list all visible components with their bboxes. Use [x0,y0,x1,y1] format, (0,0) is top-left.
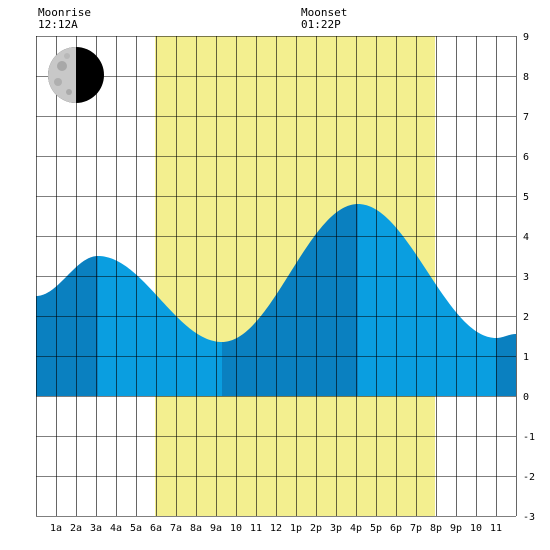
x-tick-label: 7a [170,523,182,534]
x-tick-label: 10 [470,523,482,534]
tide-area-segment-4 [496,334,516,396]
moonset-time: 01:22P [301,18,341,31]
x-tick-label: 4a [110,523,122,534]
x-tick-label: 3a [90,523,102,534]
y-tick-label: 3 [523,272,529,283]
y-tick-labels: 9 8 7 6 5 4 3 2 1 0 -1 -2 -3 [523,32,535,523]
x-tick-label: 8a [190,523,202,534]
tide-area-segment-2 [222,204,358,396]
x-tick-label: 7p [410,523,422,534]
moonset-label: Moonset [301,6,348,19]
x-tick-label: 8p [430,523,442,534]
tide-area-segment-1 [98,256,222,396]
x-tick-label: 4p [350,523,362,534]
y-tick-label: -2 [523,472,535,483]
y-tick-label: 0 [523,392,529,403]
x-tick-label: 1a [50,523,62,534]
y-tick-label: 8 [523,72,529,83]
y-tick-label: 1 [523,352,529,363]
tide-area-segment-3 [358,204,496,396]
x-tick-label: 5a [130,523,142,534]
x-tick-label: 10 [230,523,242,534]
x-tick-label: 2p [310,523,322,534]
tide-area-layer [36,204,516,396]
y-tick-label: -1 [523,432,535,443]
waning-half-moon-icon [48,47,104,103]
x-tick-label: 2a [70,523,82,534]
x-tick-label: 1p [290,523,302,534]
tide-area-segment-0 [36,256,98,396]
x-tick-label: 11 [490,523,502,534]
x-tick-label: 11 [250,523,262,534]
moonrise-label: Moonrise [38,6,91,19]
x-tick-label: 9p [450,523,462,534]
y-tick-label: 5 [523,192,529,203]
x-tick-labels: 1a 2a 3a 4a 5a 6a 7a 8a 9a 10 11 12 1p 2p 3p 4p 5p 6p 7p 8p… [50,523,502,534]
y-tick-label: -3 [523,512,535,523]
moonrise-time: 12:12A [38,18,78,31]
x-tick-label: 3p [330,523,342,534]
grid-layer [36,36,517,517]
y-tick-label: 4 [523,232,529,243]
y-tick-label: 6 [523,152,529,163]
x-tick-label: 9a [210,523,222,534]
x-tick-label: 6p [390,523,402,534]
y-tick-label: 7 [523,112,529,123]
y-tick-label: 9 [523,32,529,43]
x-tick-label: 6a [150,523,162,534]
y-tick-label: 2 [523,312,529,323]
x-tick-label: 5p [370,523,382,534]
x-tick-label: 12 [270,523,282,534]
